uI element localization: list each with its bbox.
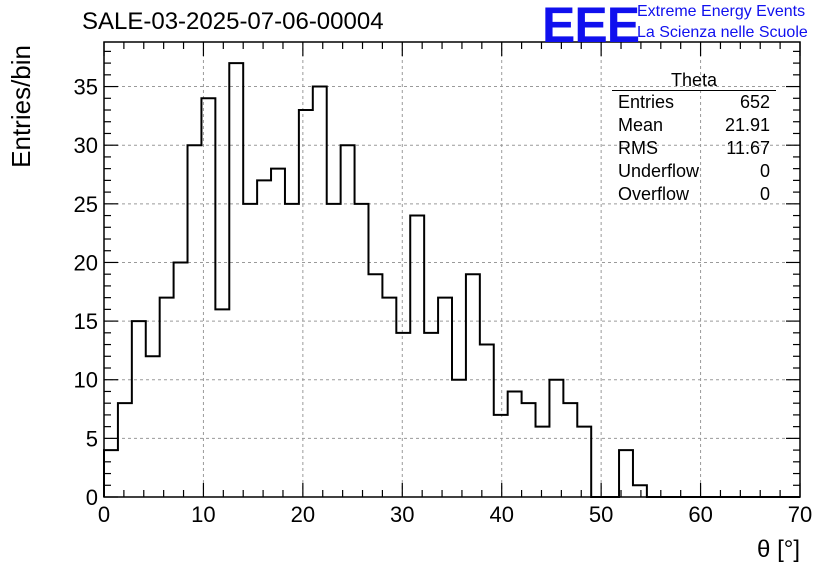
stats-row-mean: Mean 21.91 — [612, 114, 776, 137]
stats-label: RMS — [618, 138, 658, 158]
stats-row-rms: RMS 11.67 — [612, 137, 776, 160]
stats-label: Entries — [618, 92, 675, 112]
tick-labels: 0 10 20 30 40 50 60 70 0 5 10 15 20 25 30 35 — [74, 75, 813, 527]
stats-value: 652 — [739, 92, 770, 112]
x-tick-label: 50 — [589, 502, 613, 527]
stats-value: 0 — [759, 161, 770, 181]
y-tick-label: 20 — [74, 250, 98, 275]
stats-label: Mean — [618, 115, 664, 135]
x-tick-label: 10 — [191, 502, 215, 527]
stats-row-entries: Entries 652 — [612, 91, 776, 114]
y-tick-label: 5 — [86, 426, 98, 451]
stats-value: 0 — [759, 184, 770, 204]
y-tick-label: 25 — [74, 192, 98, 217]
chart-title: SALE-03-2025-07-06-00004 — [82, 8, 384, 35]
stats-value: 11.67 — [726, 138, 770, 158]
x-tick-label: 20 — [291, 502, 315, 527]
stats-label: Underflow — [618, 161, 700, 181]
x-tick-label: 0 — [98, 502, 110, 527]
y-tick-label: 0 — [86, 485, 98, 510]
stats-box: Theta Entries 652 Mean 21.91 RMS 11.67 U… — [612, 70, 776, 206]
stats-row-overflow: Overflow 0 — [612, 183, 776, 206]
axis-ticks — [103, 42, 801, 498]
x-tick-label: 60 — [688, 502, 712, 527]
y-tick-label: 15 — [74, 309, 98, 334]
stats-value: 21.91 — [724, 115, 770, 135]
stats-row-underflow: Underflow 0 — [612, 160, 776, 183]
y-axis-label: Entries/bin — [6, 45, 36, 168]
logo-line-1: Extreme Energy Events — [637, 3, 806, 20]
x-tick-label: 30 — [390, 502, 414, 527]
stats-label: Overflow — [618, 184, 690, 204]
y-tick-label: 35 — [74, 75, 98, 100]
histogram-line — [103, 62, 800, 498]
x-axis-label: θ [°] — [757, 536, 800, 563]
logo-line-2: La Scienza nelle Scuole — [637, 24, 808, 41]
x-tick-label: 40 — [489, 502, 513, 527]
y-tick-label: 10 — [74, 368, 98, 393]
plot-frame — [103, 41, 801, 498]
stats-box-name: Theta — [612, 70, 776, 91]
y-tick-label: 30 — [74, 133, 98, 158]
x-tick-label: 70 — [788, 502, 812, 527]
eee-logo: EEE — [542, 0, 640, 53]
